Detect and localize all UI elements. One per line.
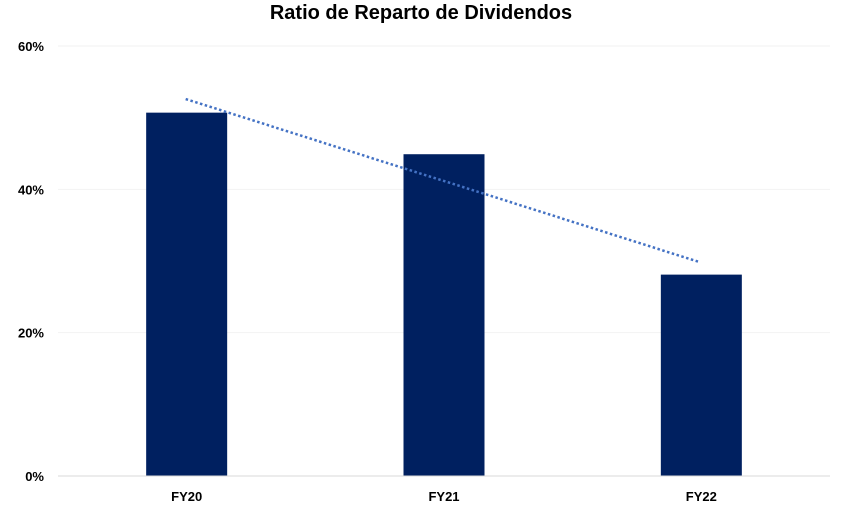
y-tick-label: 20% [18, 326, 44, 341]
chart-title: Ratio de Reparto de Dividendos [269, 2, 573, 24]
bars [146, 112, 742, 477]
x-tick-label: FY21 [428, 489, 459, 504]
x-tick-label: FY20 [171, 489, 202, 504]
bar-fy21 [403, 154, 485, 476]
bar-fy22 [660, 274, 742, 476]
y-tick-label: 0% [25, 469, 44, 484]
bar-fy20 [146, 112, 228, 477]
y-tick-label: 60% [18, 39, 44, 54]
axes: 0% 20% 40% 60% FY20 FY21 FY22 [18, 39, 830, 504]
x-tick-label: FY22 [686, 489, 717, 504]
y-tick-label: 40% [18, 182, 44, 197]
